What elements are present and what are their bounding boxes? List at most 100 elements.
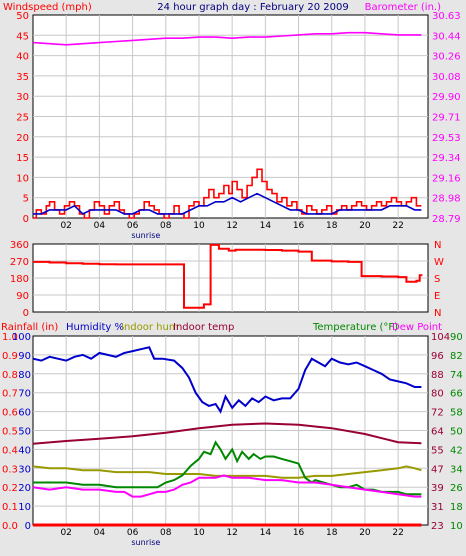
panel1-x-tick-label: 10 — [193, 221, 205, 231]
panel3-x-tick-label: 12 — [226, 528, 237, 538]
temperature-y-tick-label: 18 — [450, 502, 463, 513]
rainfall-y-tick-label: 0.3 — [2, 464, 18, 475]
panel1-x-tick-label: 02 — [60, 221, 71, 231]
temperature-y-tick-label: 10 — [450, 521, 463, 532]
sunrise-marker-label: sunrise — [131, 231, 160, 240]
panel3-x-tick-label: 04 — [94, 528, 106, 538]
indoor-temp-y-tick-label: 88 — [431, 370, 444, 381]
panel1-x-tick-label: 08 — [160, 221, 172, 231]
windspeed-y-tick-label: 40 — [16, 52, 29, 63]
panel1-x-tick-label: 12 — [226, 221, 237, 231]
compass-label: N — [434, 308, 441, 319]
panel1-series-0-line — [33, 168, 422, 219]
windspeed-y-tick-label: 20 — [16, 133, 29, 144]
humidity-y-tick-label: 80 — [18, 370, 31, 381]
humidity-y-tick-label: 100 — [12, 332, 31, 343]
temperature-axis-title: Temperature (°F) — [312, 322, 398, 333]
temp-humidity-panel: 0.0 0.1 0.2 0.3 0.4 0.5 0.6 0.7 0.8 0.9 1.0 0 10 20 30… — [2, 332, 463, 547]
temperature-y-tick-label: 26 — [450, 483, 463, 494]
panel3-x-tick-label: 22 — [392, 528, 403, 538]
humidity-y-tick-label: 90 — [18, 351, 31, 362]
panel2-series-0-line — [33, 243, 423, 309]
humidity-y-tick-label: 40 — [18, 445, 31, 456]
panel3-series-0-line — [32, 346, 422, 414]
panel3-x-tick-label: 10 — [193, 528, 205, 538]
temperature-y-tick-label: 90 — [450, 332, 463, 343]
indoor-temp-y-tick-label: 39 — [431, 483, 444, 494]
windspeed-y-tick-label: 5 — [23, 194, 29, 205]
rainfall-y-tick-label: 0.0 — [2, 521, 18, 532]
rainfall-y-tick-label: 0.9 — [2, 351, 18, 362]
temperature-y-tick-label: 58 — [450, 408, 463, 419]
temperature-y-tick-label: 82 — [450, 351, 463, 362]
barometer-y-tick-label: 29.16 — [432, 173, 461, 184]
panel3-x-tick-label: 08 — [160, 528, 172, 538]
rainfall-y-tick-label: 0.8 — [2, 370, 18, 381]
direction-y-tick-label: 270 — [10, 257, 29, 268]
temperature-y-tick-label: 50 — [450, 427, 463, 438]
indoor-temp-label: Indoor temp — [173, 322, 234, 333]
barometer-y-tick-label: 28.79 — [432, 214, 461, 225]
panel3-series-2-line — [32, 422, 422, 445]
barometer-y-tick-label: 29.90 — [432, 92, 461, 103]
temperature-y-tick-label: 42 — [450, 445, 463, 456]
humidity-y-tick-label: 70 — [18, 389, 31, 400]
humidity-axis-title: Humidity % — [66, 322, 124, 333]
panel3-x-tick-label: 02 — [60, 528, 71, 538]
panel3-x-tick-label: 06 — [127, 528, 139, 538]
indoor-temp-y-tick-label: 104 — [431, 332, 450, 343]
panel3-x-tick-label: 16 — [293, 528, 305, 538]
panel1-x-tick-label: 16 — [293, 221, 305, 231]
direction-y-tick-label: 360 — [10, 240, 29, 251]
dew-point-axis-title: Dew Point — [392, 322, 442, 333]
indoor-temp-y-tick-label: 31 — [431, 502, 444, 513]
panel3-x-tick-label: 18 — [326, 528, 338, 538]
panel1-series-2-line — [32, 31, 422, 46]
panel3-series-1-line — [32, 465, 422, 479]
barometer-y-tick-label: 28.98 — [432, 194, 461, 205]
windspeed-y-tick-label: 50 — [16, 11, 29, 22]
rainfall-y-tick-label: 0.2 — [2, 483, 18, 494]
humidity-y-tick-label: 60 — [18, 408, 31, 419]
panel3-x-tick-label: 20 — [359, 528, 371, 538]
windspeed-y-tick-label: 0 — [23, 214, 29, 225]
direction-y-tick-label: 180 — [10, 274, 29, 285]
compass-label: W — [434, 257, 444, 268]
indoor-temp-y-tick-label: 96 — [431, 351, 444, 362]
panel1-x-tick-label: 04 — [94, 221, 106, 231]
panel1-x-tick-label: 20 — [359, 221, 371, 231]
panel1-x-tick-label: 22 — [392, 221, 403, 231]
panel3-series-4-line — [32, 474, 422, 498]
rainfall-y-tick-label: 0.6 — [2, 408, 18, 419]
rainfall-y-tick-label: 0.1 — [2, 502, 18, 513]
windspeed-y-tick-label: 30 — [16, 92, 29, 103]
windspeed-axis-title: Windspeed (mph) — [3, 2, 92, 13]
indoor-temp-y-tick-label: 23 — [431, 521, 444, 532]
compass-label: E — [434, 291, 440, 302]
barometer-y-tick-label: 30.26 — [432, 52, 461, 63]
indoor-temp-y-tick-label: 47 — [431, 464, 444, 475]
panel1-x-tick-label: 18 — [326, 221, 338, 231]
indoor-temp-y-tick-label: 72 — [431, 408, 444, 419]
rainfall-y-tick-label: 1.0 — [2, 332, 18, 343]
direction-y-tick-label: 0 — [23, 308, 29, 319]
barometer-y-tick-label: 29.71 — [432, 113, 461, 124]
rainfall-y-tick-label: 0.4 — [2, 445, 18, 456]
barometer-y-tick-label: 30.63 — [432, 11, 461, 22]
windspeed-y-tick-label: 45 — [16, 31, 29, 42]
barometer-y-tick-label: 30.08 — [432, 72, 461, 83]
barometer-y-tick-label: 29.53 — [432, 133, 461, 144]
compass-label: N — [434, 240, 441, 251]
indoor-temp-y-tick-label: 64 — [431, 427, 444, 438]
windspeed-y-tick-label: 10 — [16, 173, 29, 184]
humidity-y-tick-label: 20 — [18, 483, 31, 494]
panel3-x-tick-label: 14 — [260, 528, 272, 538]
rainfall-y-tick-label: 0.5 — [2, 427, 18, 438]
barometer-y-tick-label: 29.34 — [432, 153, 461, 164]
humidity-y-tick-label: 0 — [25, 521, 31, 532]
sunrise-marker-label-bottom: sunrise — [131, 538, 160, 547]
rainfall-axis-title: Rainfall (in) — [1, 322, 58, 333]
